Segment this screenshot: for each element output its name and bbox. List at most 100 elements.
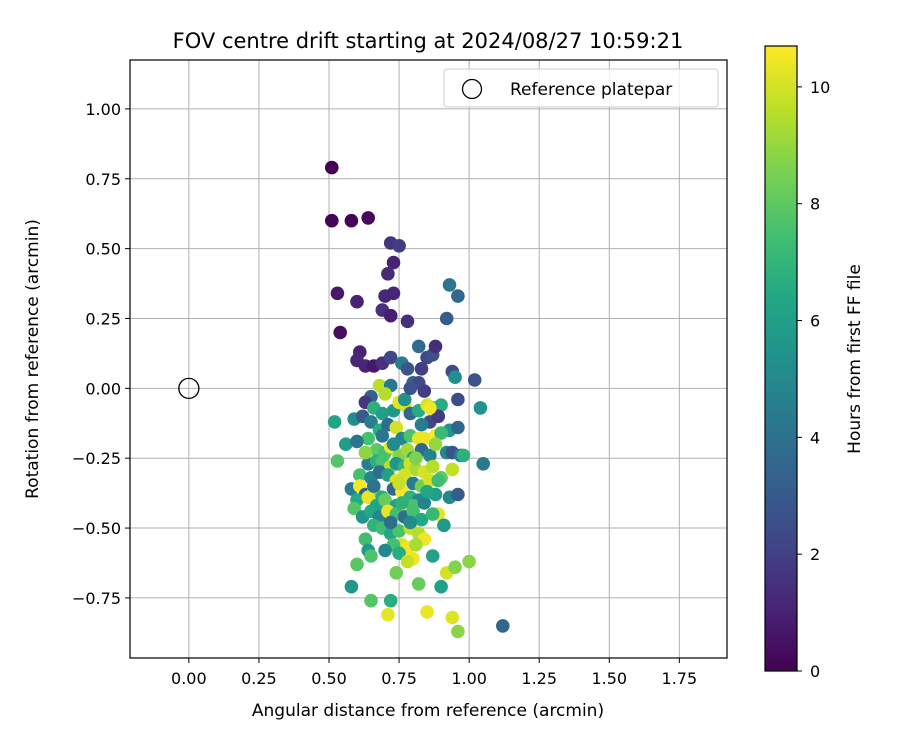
x-tick-label: 0.00 — [171, 669, 207, 688]
data-point — [350, 294, 364, 309]
data-point — [462, 554, 476, 569]
data-point — [389, 420, 404, 435]
data-point — [428, 339, 443, 354]
data-point — [403, 515, 418, 530]
data-point — [350, 434, 364, 449]
data-point — [420, 484, 434, 499]
data-point — [445, 462, 460, 477]
colorbar-tick-label: 10 — [810, 78, 830, 97]
data-point — [451, 487, 465, 502]
data-point — [386, 437, 401, 452]
y-tick-label: 1.00 — [85, 100, 121, 119]
x-tick-label: 1.00 — [451, 669, 487, 688]
data-point — [386, 255, 401, 270]
reference-point-layer — [178, 377, 200, 399]
data-point — [411, 577, 426, 591]
data-point — [428, 437, 443, 452]
data-point — [330, 286, 345, 301]
y-tick-label: 0.50 — [85, 240, 121, 259]
y-tick-label: 0.75 — [85, 170, 121, 189]
colorbar-tick-label: 8 — [810, 195, 820, 214]
x-tick-label: 0.25 — [241, 669, 277, 688]
data-point — [392, 546, 406, 560]
data-point — [325, 213, 339, 228]
data-point — [378, 543, 392, 558]
data-point — [344, 579, 359, 594]
legend-box — [443, 68, 719, 108]
data-point — [364, 593, 378, 608]
plot-frame — [129, 59, 728, 659]
data-point — [437, 518, 451, 533]
data-point — [361, 211, 376, 225]
data-point — [378, 387, 392, 401]
legend-label: Reference platepar — [510, 80, 672, 100]
data-point — [431, 409, 446, 424]
y-tick-label: −0.50 — [72, 519, 121, 538]
y-tick-label: 0.00 — [85, 379, 121, 398]
data-point — [425, 549, 440, 563]
data-point — [434, 426, 448, 440]
data-point — [403, 381, 418, 396]
data-point — [395, 496, 409, 510]
data-point — [411, 339, 426, 354]
data-point — [409, 451, 423, 466]
x-tick-label: 1.50 — [591, 669, 627, 688]
colorbar-tick-label: 4 — [810, 428, 820, 447]
data-point — [361, 490, 376, 505]
data-point — [476, 457, 491, 471]
data-point — [378, 493, 392, 507]
y-axis-label: Rotation from reference (arcmin) — [23, 219, 43, 499]
data-point — [350, 557, 364, 572]
colorbar-tick-label: 2 — [810, 545, 820, 564]
data-point — [400, 362, 415, 376]
data-point — [400, 314, 415, 329]
reference-platepar-marker — [178, 377, 200, 399]
data-point — [358, 445, 373, 460]
data-point — [383, 593, 398, 608]
data-point — [364, 415, 378, 429]
data-point — [448, 560, 462, 574]
data-point — [389, 566, 404, 580]
data-point — [414, 417, 429, 432]
data-point — [353, 468, 367, 482]
data-point — [425, 459, 440, 474]
data-point — [434, 398, 448, 412]
data-point — [375, 406, 390, 421]
data-point — [417, 384, 432, 398]
data-point — [344, 213, 359, 228]
data-point — [406, 504, 420, 519]
data-point — [439, 311, 454, 326]
data-point — [383, 515, 398, 530]
data-point — [392, 239, 406, 253]
data-point — [347, 501, 362, 516]
x-tick-label: 0.75 — [381, 669, 417, 688]
colorbar-ticks: 0 2 4 6 8 10 — [797, 78, 830, 681]
x-tick-label: 0.50 — [311, 669, 347, 688]
data-point — [414, 512, 429, 527]
data-point — [330, 454, 345, 468]
data-point — [496, 619, 510, 633]
data-point — [361, 431, 376, 446]
data-point — [327, 415, 342, 429]
x-tick-label: 1.75 — [662, 669, 698, 688]
data-point — [442, 278, 457, 292]
colorbar — [764, 45, 798, 672]
data-point — [392, 524, 406, 538]
data-point — [425, 507, 440, 521]
data-points — [325, 160, 510, 639]
data-point — [386, 286, 401, 301]
data-point — [358, 532, 373, 546]
data-point — [451, 392, 465, 407]
x-axis-label: Angular distance from reference (arcmin) — [252, 701, 604, 721]
data-point — [423, 401, 437, 415]
data-point — [451, 420, 465, 435]
data-point — [325, 160, 339, 175]
legend-marker-circle — [461, 78, 483, 100]
data-point — [381, 607, 395, 622]
colorbar-label: Hours from first FF file — [845, 264, 865, 454]
data-point — [456, 448, 471, 463]
data-point — [364, 549, 378, 563]
x-axis-ticks: 0.00 0.25 0.50 0.75 1.00 1.25 1.50 1.75 — [171, 658, 697, 688]
x-tick-label: 1.25 — [521, 669, 557, 688]
